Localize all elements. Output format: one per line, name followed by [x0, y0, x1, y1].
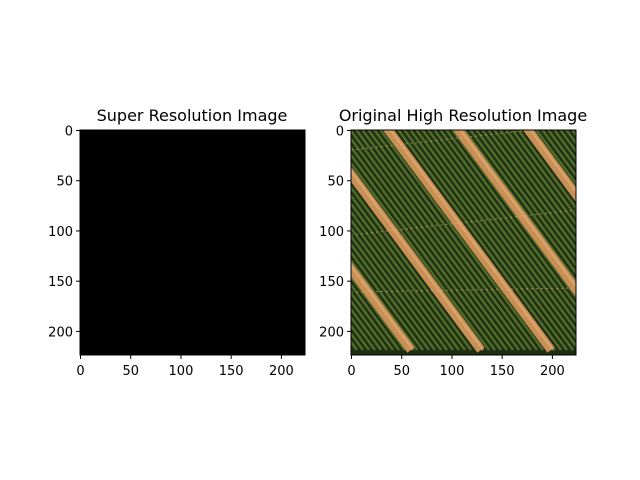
- crop-row: [351, 226, 443, 351]
- subplot-title: Original High Resolution Image: [339, 106, 587, 125]
- dirt-track-highlight: [351, 169, 484, 351]
- crop-row: [351, 290, 395, 351]
- crop-row: [450, 130, 576, 300]
- crop-row: [351, 242, 431, 351]
- dirt-track-highlight: [529, 130, 576, 194]
- crop-row: [354, 130, 521, 351]
- crop-row: [351, 274, 407, 351]
- crop-row: [438, 130, 576, 316]
- crop-row: [589, 120, 640, 350]
- x-tick-label: 0: [76, 364, 84, 379]
- x-tick-label: 50: [122, 364, 139, 379]
- crop-row: [474, 130, 576, 267]
- crop-row: [540, 130, 576, 178]
- crop-row: [577, 120, 640, 350]
- x-tick-label: 100: [440, 364, 465, 379]
- crop-row: [444, 130, 576, 308]
- dirt-track: [382, 130, 555, 353]
- image-original-high-resolution: [351, 120, 640, 355]
- crop-row: [396, 130, 563, 351]
- crop-row: [351, 282, 401, 351]
- y-tick-label: 0: [65, 125, 73, 140]
- crop-row: [546, 130, 576, 170]
- y-tick-label: 50: [327, 175, 344, 190]
- dirt-track-highlight: [351, 264, 414, 351]
- crop-row: [351, 136, 509, 351]
- crop-row: [414, 130, 576, 349]
- x-tick-label: 100: [169, 364, 194, 379]
- crop-row: [351, 152, 497, 351]
- axes-frame: [79, 129, 306, 356]
- x-tick-label: 0: [347, 364, 355, 379]
- axes-frame: [350, 129, 577, 356]
- dirt-track-highlight: [459, 130, 576, 289]
- x-tick-label: 200: [540, 364, 565, 379]
- y-tick-label: 200: [319, 325, 344, 340]
- image-super-resolution: [80, 130, 305, 355]
- crop-row: [351, 217, 449, 351]
- dirt-track: [351, 166, 485, 353]
- crop-row: [351, 144, 503, 351]
- crop-row: [351, 130, 515, 351]
- subplot-super-resolution: Super Resolution Image 0 50 100 150 200 0 50 10…: [48, 106, 306, 379]
- crop-row: [402, 130, 569, 351]
- x-tick-label: 200: [269, 364, 294, 379]
- y-tick-label: 50: [56, 175, 73, 190]
- crop-row: [351, 234, 437, 351]
- crop-row: [366, 130, 533, 351]
- crop-row: [516, 130, 576, 211]
- y-tick-label: 150: [319, 275, 344, 290]
- crop-row: [504, 130, 576, 227]
- subplot-original-high-resolution: Original High Resolution Image 0 50 100 150…: [319, 106, 640, 379]
- crop-row: [432, 130, 576, 324]
- crop-row: [510, 130, 576, 219]
- y-tick-label: 0: [336, 125, 344, 140]
- crop-row: [583, 120, 640, 350]
- axes-ticks: 0 50 100 150 200 0 50 100 150 200: [319, 125, 565, 379]
- crop-row: [378, 130, 545, 351]
- y-tick-label: 150: [48, 275, 73, 290]
- crop-row: [420, 130, 576, 341]
- dirt-track: [452, 130, 576, 297]
- dirt-tracks: [351, 130, 576, 353]
- crop-row: [480, 130, 576, 259]
- crop-row: [571, 120, 640, 350]
- x-tick-label: 150: [490, 364, 515, 379]
- y-tick-label: 100: [48, 225, 73, 240]
- dirt-track: [522, 130, 576, 202]
- subplot-title: Super Resolution Image: [97, 106, 288, 125]
- crop-row: [351, 250, 425, 351]
- crop-row: [492, 130, 576, 243]
- y-tick-label: 200: [48, 325, 73, 340]
- crop-row: [486, 130, 576, 251]
- crop-row: [351, 185, 473, 351]
- axes-ticks: 0 50 100 150 200 0 50 100 150 200: [48, 125, 294, 379]
- crop-row: [351, 161, 491, 351]
- crop-row: [534, 130, 576, 186]
- crop-row: [351, 201, 461, 351]
- x-tick-label: 50: [393, 364, 410, 379]
- crop-row: [372, 130, 539, 351]
- crop-row: [351, 258, 419, 351]
- crop-row: [360, 130, 527, 351]
- crop-row: [351, 209, 455, 351]
- crop-row: [552, 130, 576, 162]
- crop-row: [498, 130, 576, 235]
- dirt-track-highlight: [389, 130, 554, 351]
- crop-row: [426, 130, 576, 332]
- crop-row: [351, 193, 467, 351]
- dirt-track: [351, 261, 415, 353]
- crop-row: [351, 307, 383, 351]
- crop-row: [462, 130, 576, 284]
- y-tick-label: 100: [319, 225, 344, 240]
- crop-row: [468, 130, 576, 276]
- crop-row: [351, 299, 389, 351]
- x-tick-label: 150: [219, 364, 244, 379]
- crop-row: [408, 130, 575, 351]
